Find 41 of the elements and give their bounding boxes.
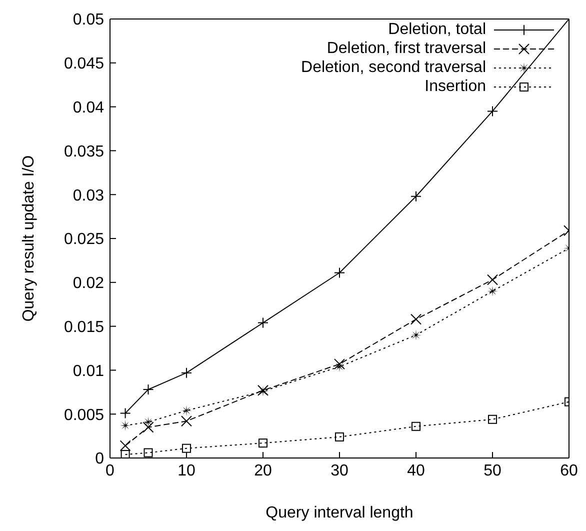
y-tick-label: 0.01 [72, 362, 104, 380]
x-axis-title: Query interval length [266, 504, 414, 522]
point [144, 448, 153, 458]
y-tick-label: 0.04 [72, 99, 104, 116]
point [488, 414, 497, 424]
point [335, 432, 344, 442]
point [120, 408, 131, 419]
x-tick-label: 50 [484, 462, 502, 480]
legend-label: Deletion, first traversal [326, 40, 486, 58]
y-tick-label: 0 [95, 450, 104, 468]
y-tick-label: 0.05 [72, 12, 104, 29]
y-tick-label: 0.025 [64, 231, 104, 248]
point [410, 330, 422, 341]
x-tick-label: 40 [407, 462, 425, 480]
legend-label: Deletion, second traversal [301, 58, 486, 76]
x-tick-label: 10 [178, 462, 196, 480]
y-tick-label: 0.02 [72, 275, 104, 292]
y-axis-title: Query result update I/O [20, 155, 38, 322]
y-tick-label: 0.015 [64, 318, 104, 336]
point [258, 438, 268, 448]
point [410, 314, 422, 325]
legend-label: Insertion [424, 78, 486, 96]
point [182, 444, 191, 453]
x-tick-label: 60 [560, 462, 578, 480]
y-tick-label: 0.045 [64, 56, 104, 73]
y-tick-label: 0.005 [64, 406, 104, 424]
legend-label: Deletion, total [388, 20, 486, 38]
point [334, 358, 345, 370]
x-tick-label: 30 [330, 462, 348, 480]
x-tick-label: 20 [254, 462, 272, 480]
point [181, 405, 192, 416]
point [412, 422, 420, 431]
y-tick-label: 0.03 [72, 187, 104, 204]
point [142, 422, 154, 433]
point [487, 286, 498, 297]
point [120, 450, 130, 458]
point [334, 361, 345, 372]
point [120, 440, 131, 452]
point [181, 416, 192, 427]
point [487, 274, 498, 286]
y-tick-label: 0.035 [64, 143, 104, 160]
